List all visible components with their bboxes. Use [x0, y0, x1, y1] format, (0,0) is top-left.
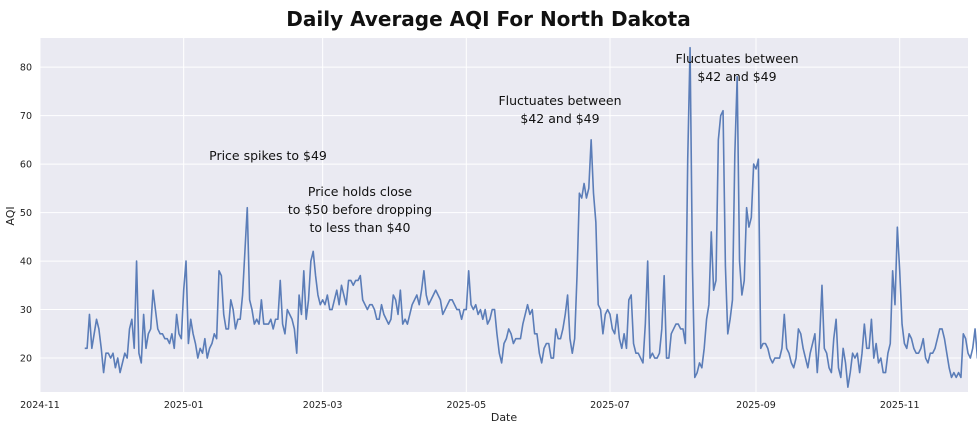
x-tick-label: 2025-01 [164, 400, 204, 411]
annotation: Price holds close to $50 before dropping t… [288, 184, 432, 235]
annotation-line: to $50 before dropping [288, 202, 432, 217]
x-tick-label: 2025-05 [446, 400, 486, 411]
x-axis-label: Date [491, 411, 518, 424]
annotation-line: Price spikes to $49 [209, 148, 327, 163]
x-tick-label: 2025-09 [736, 400, 776, 411]
y-tick-label: 50 [20, 208, 32, 219]
x-tick-label: 2025-11 [880, 400, 920, 411]
plot-background [40, 38, 968, 392]
x-tick-label: 2025-07 [590, 400, 630, 411]
annotation-line: Fluctuates between [675, 51, 798, 66]
chart-title: Daily Average AQI For North Dakota [286, 7, 691, 31]
x-tick-label: 2024-11 [20, 400, 60, 411]
y-tick-label: 30 [20, 305, 32, 316]
annotation: Price spikes to $49 [209, 148, 327, 163]
annotation: Fluctuates between $42 and $49 [675, 51, 798, 84]
annotation-line: $42 and $49 [697, 69, 776, 84]
y-tick-label: 40 [20, 257, 32, 268]
annotations: Price spikes to $49 Price holds close to $… [209, 51, 798, 235]
x-tick-label: 2025-03 [303, 400, 343, 411]
y-tick-label: 20 [20, 354, 32, 365]
y-tick-label: 60 [20, 160, 32, 171]
annotation-line: $42 and $49 [520, 111, 599, 126]
y-axis-ticks: 20 30 40 50 60 70 80 [20, 63, 32, 365]
y-axis-label: AQI [4, 206, 17, 225]
y-tick-label: 70 [20, 111, 32, 122]
annotation: Fluctuates between $42 and $49 [498, 93, 621, 126]
series-line-aqi [84, 46, 977, 388]
grid-lines [39, 38, 968, 392]
x-axis-ticks: 2024-11 2025-01 2025-03 2025-05 2025-07 2025-… [20, 400, 919, 411]
annotation-line: Price holds close [308, 184, 412, 199]
annotation-line: to less than $40 [310, 220, 411, 235]
annotation-line: Fluctuates between [498, 93, 621, 108]
y-tick-label: 80 [20, 63, 32, 74]
